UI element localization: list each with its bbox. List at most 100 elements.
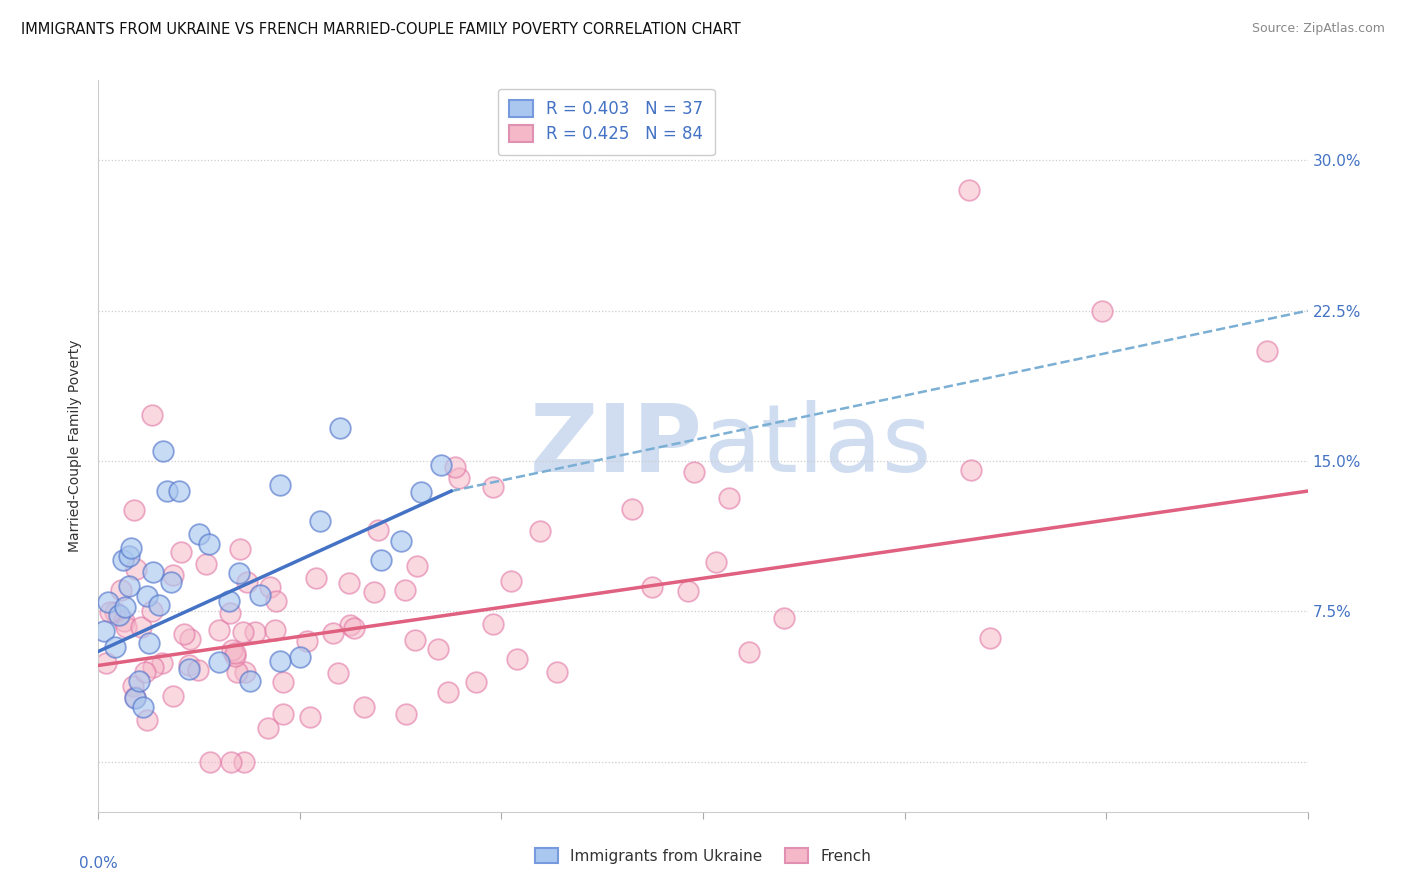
Point: [232, 624, 254, 639]
Point: [148, 598, 170, 612]
Point: [269, 655, 291, 669]
Point: [409, 484, 432, 499]
Point: [167, 484, 190, 499]
Point: [343, 621, 366, 635]
Point: [221, 755, 243, 769]
Point: [395, 707, 418, 722]
Point: [239, 674, 262, 689]
Point: [114, 600, 136, 615]
Point: [957, 184, 980, 198]
Point: [772, 611, 794, 625]
Point: [245, 624, 267, 639]
Point: [124, 690, 146, 705]
Point: [141, 408, 163, 422]
Point: [443, 459, 465, 474]
Point: [208, 655, 231, 669]
Point: [124, 690, 146, 704]
Point: [1091, 303, 1114, 318]
Point: [299, 710, 322, 724]
Point: [170, 545, 193, 559]
Point: [263, 623, 285, 637]
Point: [273, 674, 295, 689]
Point: [141, 603, 163, 617]
Point: [640, 580, 662, 594]
Y-axis label: Married-Couple Family Poverty: Married-Couple Family Poverty: [69, 340, 83, 552]
Point: [329, 420, 352, 434]
Point: [221, 642, 243, 657]
Point: [224, 648, 246, 663]
Point: [295, 633, 318, 648]
Point: [162, 568, 184, 582]
Point: [122, 679, 145, 693]
Point: [404, 633, 426, 648]
Point: [273, 707, 295, 722]
Point: [179, 632, 201, 646]
Point: [138, 636, 160, 650]
Point: [259, 580, 281, 594]
Point: [233, 755, 256, 769]
Point: [363, 585, 385, 599]
Point: [339, 617, 361, 632]
Point: [173, 627, 195, 641]
Point: [118, 579, 141, 593]
Point: [150, 657, 173, 671]
Point: [233, 665, 256, 680]
Point: [264, 594, 287, 608]
Point: [322, 626, 344, 640]
Point: [738, 645, 761, 659]
Text: Source: ZipAtlas.com: Source: ZipAtlas.com: [1251, 22, 1385, 36]
Point: [546, 665, 568, 679]
Point: [305, 572, 328, 586]
Point: [179, 662, 201, 676]
Point: [249, 588, 271, 602]
Point: [120, 541, 142, 555]
Point: [160, 574, 183, 589]
Point: [142, 565, 165, 579]
Point: [218, 593, 240, 607]
Point: [115, 619, 138, 633]
Point: [426, 641, 449, 656]
Point: [177, 657, 200, 672]
Point: [620, 502, 643, 516]
Point: [678, 583, 700, 598]
Point: [103, 640, 125, 654]
Point: [506, 652, 529, 666]
Point: [959, 462, 981, 476]
Point: [224, 647, 246, 661]
Point: [207, 623, 229, 637]
Legend: Immigrants from Ukraine, French: Immigrants from Ukraine, French: [529, 842, 877, 870]
Point: [337, 576, 360, 591]
Point: [124, 503, 146, 517]
Point: [156, 483, 179, 498]
Point: [309, 514, 332, 528]
Point: [353, 699, 375, 714]
Point: [219, 606, 242, 620]
Point: [482, 616, 505, 631]
Point: [979, 631, 1001, 645]
Point: [406, 558, 429, 573]
Point: [683, 465, 706, 479]
Point: [111, 552, 134, 566]
Point: [162, 690, 184, 704]
Point: [229, 541, 252, 556]
Point: [112, 614, 135, 628]
Text: ZIP: ZIP: [530, 400, 703, 492]
Point: [447, 471, 470, 485]
Point: [134, 665, 156, 680]
Point: [97, 594, 120, 608]
Point: [141, 660, 163, 674]
Point: [529, 524, 551, 538]
Point: [257, 721, 280, 735]
Point: [187, 663, 209, 677]
Point: [288, 649, 311, 664]
Point: [367, 524, 389, 538]
Point: [125, 562, 148, 576]
Point: [228, 566, 250, 580]
Point: [430, 458, 453, 472]
Point: [152, 444, 174, 458]
Point: [94, 657, 117, 671]
Point: [198, 755, 221, 769]
Text: 0.0%: 0.0%: [79, 855, 118, 871]
Point: [107, 608, 129, 623]
Point: [118, 549, 141, 564]
